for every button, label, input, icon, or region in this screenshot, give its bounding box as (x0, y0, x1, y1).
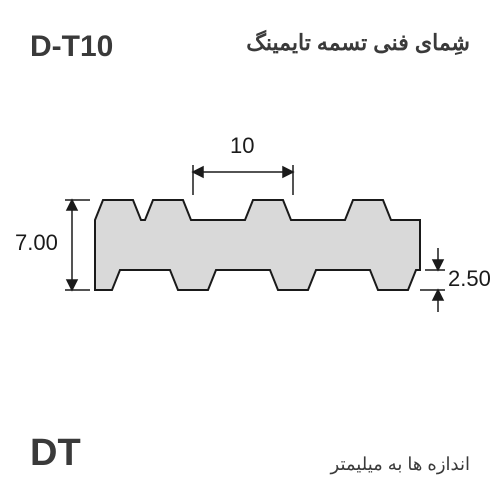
model-code: D-T10 (30, 30, 113, 64)
diagram-area: 10 7.00 2.50 (0, 130, 500, 350)
header: D-T10 شِمای فنی تسمه تایمینگ (0, 30, 500, 64)
height-label: 7.00 (15, 230, 58, 256)
brand-label: DT (30, 432, 81, 475)
units-label: اندازه ها به میلیمتر (331, 454, 470, 475)
title-persian: شِمای فنی تسمه تایمینگ (246, 30, 470, 64)
tooth-depth-dimension (420, 248, 445, 312)
pitch-label: 10 (230, 133, 254, 159)
pitch-dimension (193, 165, 293, 195)
footer: DT اندازه ها به میلیمتر (0, 432, 500, 475)
belt-profile-svg (0, 130, 500, 350)
tooth-depth-label: 2.50 (448, 266, 491, 292)
height-dimension (65, 200, 90, 290)
belt-shape (95, 200, 420, 290)
